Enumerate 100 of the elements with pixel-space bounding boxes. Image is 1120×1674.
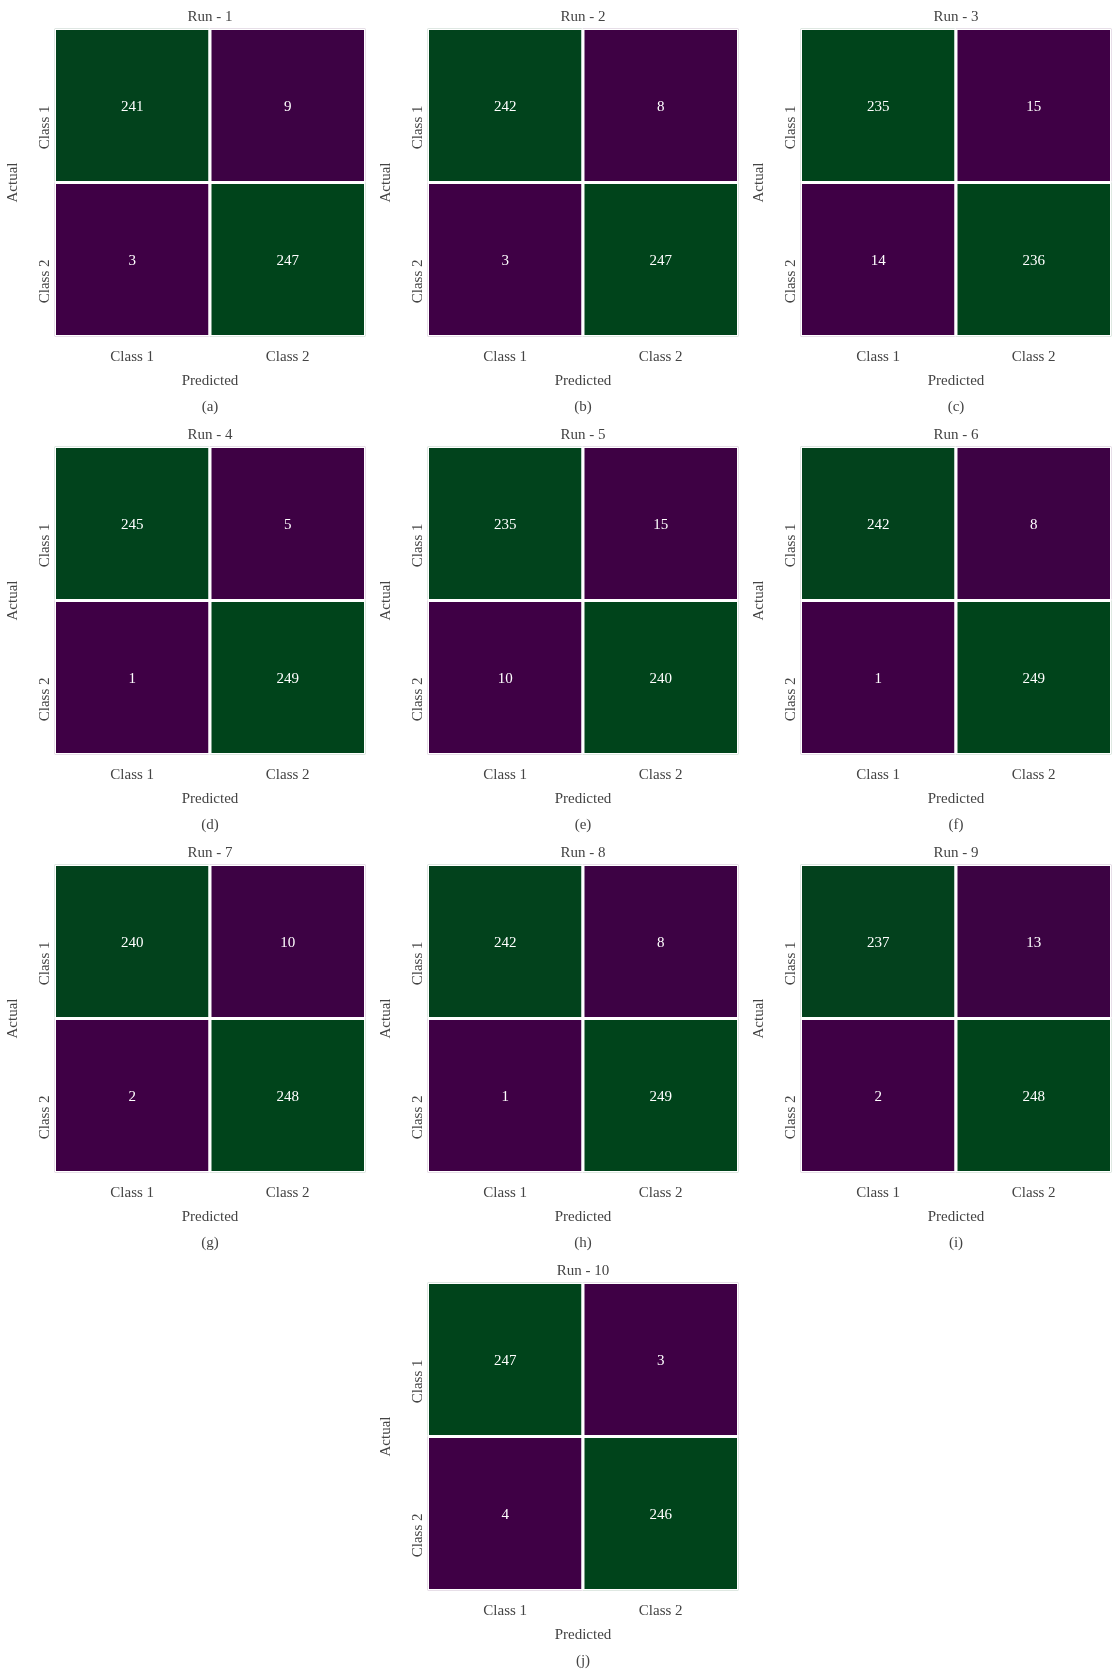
y-tick-label: Class 1: [408, 523, 425, 568]
x-tick-label: Class 2: [1011, 1183, 1056, 1200]
data-label: 246: [649, 1505, 673, 1522]
x-axis-title: Predicted: [181, 1207, 239, 1224]
y-axis-title: Actual: [3, 580, 20, 621]
y-tick-label: Class 2: [781, 1095, 798, 1140]
data-label: 4: [501, 1505, 510, 1522]
y-axis-title: Actual: [376, 162, 393, 203]
text: (d): [201, 815, 219, 833]
y-axis-title: Actual: [749, 162, 766, 203]
chart-title: Run - 3: [933, 7, 979, 24]
x-tick-label: Class 2: [1011, 765, 1056, 782]
data-label: 240: [121, 933, 144, 950]
y-tick-label: Class 1: [408, 1359, 425, 1404]
y-axis-title: Actual: [3, 162, 20, 203]
data-label: 236: [1022, 251, 1046, 268]
text: (i): [948, 1233, 964, 1251]
data-label: 248: [276, 1087, 299, 1104]
x-tick-label: Class 1: [856, 765, 901, 782]
x-tick-label: Class 1: [110, 1183, 155, 1200]
data-label: 3: [501, 251, 509, 268]
x-tick-label: Class 2: [638, 347, 683, 364]
y-tick-label: Class 2: [781, 259, 798, 304]
y-tick-label: Class 2: [408, 677, 425, 722]
chart-title: Run - 5: [560, 425, 606, 442]
text: (h): [574, 1233, 592, 1251]
x-axis-title: Predicted: [554, 1625, 612, 1642]
data-label: 13: [1026, 933, 1042, 950]
chart-title: Run - 10: [556, 1261, 610, 1278]
x-axis-title: Predicted: [927, 789, 985, 806]
y-tick-label: Class 2: [35, 1095, 52, 1140]
data-label: 1: [128, 669, 136, 686]
x-axis-title: Predicted: [927, 371, 985, 388]
data-label: 235: [867, 97, 890, 114]
x-tick-label: Class 2: [638, 1183, 683, 1200]
data-label: 15: [653, 515, 669, 532]
data-label: 8: [657, 97, 665, 114]
x-tick-label: Class 2: [638, 765, 683, 782]
x-tick-label: Class 1: [110, 347, 155, 364]
y-tick-label: Class 1: [35, 941, 52, 986]
data-label: 240: [649, 669, 672, 686]
data-label: 249: [276, 669, 299, 686]
data-label: 237: [867, 933, 890, 950]
x-axis-title: Predicted: [554, 371, 612, 388]
y-tick-label: Class 1: [408, 941, 425, 986]
text: (c): [947, 397, 965, 415]
data-label: 242: [867, 515, 890, 532]
y-tick-label: Class 1: [781, 105, 798, 150]
y-tick-label: Class 2: [408, 259, 425, 304]
chart-title: Run - 4: [187, 425, 233, 442]
y-tick-label: Class 1: [781, 523, 798, 568]
x-tick-label: Class 2: [265, 765, 310, 782]
x-tick-label: Class 2: [1011, 347, 1056, 364]
x-tick-label: Class 1: [483, 765, 528, 782]
y-axis-title: Actual: [376, 580, 393, 621]
text: (g): [201, 1233, 219, 1251]
x-axis-title: Predicted: [181, 789, 239, 806]
chart-title: Run - 1: [187, 7, 233, 24]
data-label: 8: [1030, 515, 1038, 532]
data-label: 241: [121, 97, 144, 114]
y-tick-label: Class 2: [408, 1095, 425, 1140]
data-label: 249: [649, 1087, 672, 1104]
data-label: 14: [870, 251, 887, 268]
data-label: 10: [280, 933, 296, 950]
y-tick-label: Class 1: [35, 105, 52, 150]
y-tick-label: Class 1: [35, 523, 52, 568]
data-label: 5: [284, 515, 292, 532]
data-label: 3: [657, 1351, 665, 1368]
data-label: 235: [494, 515, 517, 532]
data-label: 247: [494, 1351, 517, 1368]
data-label: 8: [657, 933, 665, 950]
data-label: 242: [494, 933, 517, 950]
x-tick-label: Class 1: [110, 765, 155, 782]
x-tick-label: Class 2: [265, 347, 310, 364]
y-tick-label: Class 1: [781, 941, 798, 986]
chart-title: Run - 9: [933, 843, 979, 860]
x-tick-label: Class 1: [856, 1183, 901, 1200]
x-tick-label: Class 1: [856, 347, 901, 364]
x-tick-label: Class 2: [265, 1183, 310, 1200]
text: (j): [575, 1651, 591, 1669]
chart-title: Run - 6: [933, 425, 979, 442]
chart-title: Run - 2: [560, 7, 606, 24]
data-label: 248: [1022, 1087, 1045, 1104]
x-axis-title: Predicted: [927, 1207, 985, 1224]
data-label: 9: [284, 97, 292, 114]
y-axis-title: Actual: [376, 1416, 393, 1457]
y-axis-title: Actual: [376, 998, 393, 1039]
x-axis-title: Predicted: [554, 789, 612, 806]
data-label: 242: [494, 97, 517, 114]
chart-title: Run - 8: [560, 843, 606, 860]
data-label: 1: [874, 669, 882, 686]
x-tick-label: Class 1: [483, 1183, 528, 1200]
data-label: 247: [649, 251, 673, 268]
y-tick-label: Class 2: [408, 1513, 425, 1558]
data-label: 1: [501, 1087, 509, 1104]
y-tick-label: Class 2: [35, 259, 52, 304]
y-tick-label: Class 2: [781, 677, 798, 722]
x-axis-title: Predicted: [181, 371, 239, 388]
x-tick-label: Class 1: [483, 347, 528, 364]
data-label: 10: [497, 669, 513, 686]
